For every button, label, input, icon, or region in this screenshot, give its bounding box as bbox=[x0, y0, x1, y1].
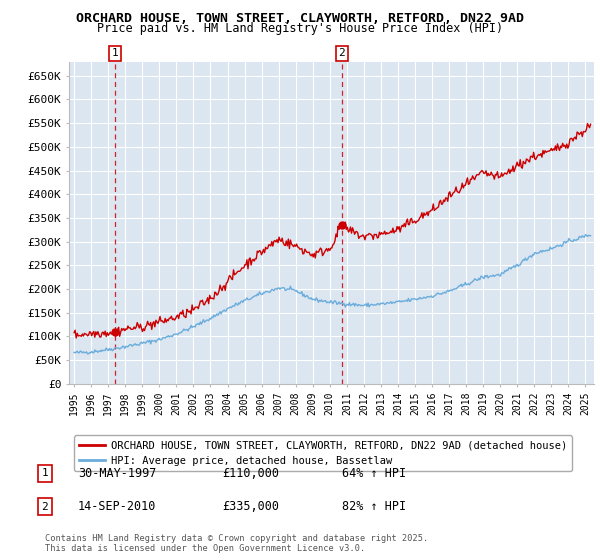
Text: 30-MAY-1997: 30-MAY-1997 bbox=[78, 466, 157, 480]
Text: 64% ↑ HPI: 64% ↑ HPI bbox=[342, 466, 406, 480]
Text: ORCHARD HOUSE, TOWN STREET, CLAYWORTH, RETFORD, DN22 9AD: ORCHARD HOUSE, TOWN STREET, CLAYWORTH, R… bbox=[76, 12, 524, 25]
Text: £335,000: £335,000 bbox=[222, 500, 279, 514]
Text: £110,000: £110,000 bbox=[222, 466, 279, 480]
Text: 14-SEP-2010: 14-SEP-2010 bbox=[78, 500, 157, 514]
Text: 82% ↑ HPI: 82% ↑ HPI bbox=[342, 500, 406, 514]
Text: 1: 1 bbox=[41, 468, 49, 478]
Text: 2: 2 bbox=[41, 502, 49, 512]
Text: Price paid vs. HM Land Registry's House Price Index (HPI): Price paid vs. HM Land Registry's House … bbox=[97, 22, 503, 35]
Text: 2: 2 bbox=[338, 48, 345, 58]
Legend: ORCHARD HOUSE, TOWN STREET, CLAYWORTH, RETFORD, DN22 9AD (detached house), HPI: : ORCHARD HOUSE, TOWN STREET, CLAYWORTH, R… bbox=[74, 436, 572, 471]
Text: Contains HM Land Registry data © Crown copyright and database right 2025.
This d: Contains HM Land Registry data © Crown c… bbox=[45, 534, 428, 553]
Text: 1: 1 bbox=[112, 48, 119, 58]
